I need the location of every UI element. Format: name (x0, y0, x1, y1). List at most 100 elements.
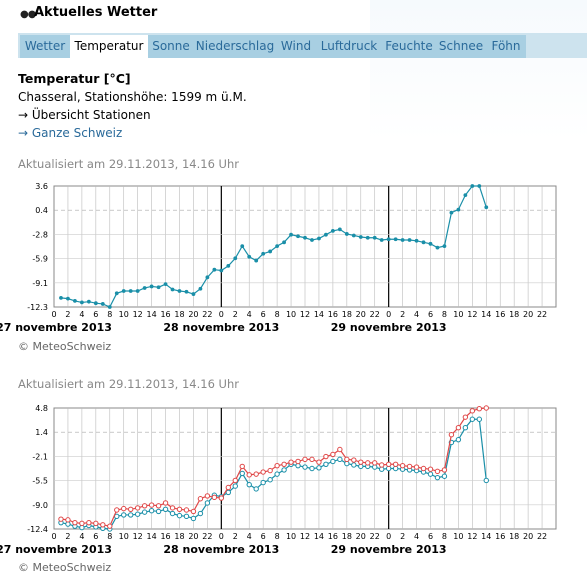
y-tick-label: -5.5 (32, 477, 48, 486)
x-tick-label: 0 (386, 310, 391, 319)
data-point (351, 457, 357, 463)
data-point (406, 463, 413, 470)
data-point (463, 193, 468, 198)
data-point (135, 289, 140, 293)
x-tick-label: 2 (400, 310, 405, 319)
x-tick-label: 18 (342, 532, 352, 541)
data-point (462, 424, 469, 431)
data-point (142, 286, 147, 290)
x-tick-label: 14 (147, 532, 157, 541)
data-point (198, 286, 203, 291)
data-point (317, 236, 321, 241)
data-point (365, 460, 371, 466)
tab-wind[interactable]: Wind (276, 35, 316, 58)
day-label: 27 novembre 2013 (0, 321, 112, 334)
data-point (330, 228, 335, 233)
x-tick-label: 20 (523, 532, 533, 541)
tab-luftdruck[interactable]: Luftdruck (316, 35, 382, 58)
data-point (260, 479, 266, 486)
data-point (107, 523, 113, 529)
day-label: 28 novembre 2013 (163, 543, 279, 556)
arrow-right-icon: → (18, 126, 32, 140)
data-point (197, 510, 204, 517)
data-point (100, 302, 105, 306)
data-point (239, 463, 245, 470)
data-point (484, 205, 489, 210)
x-tick-label: 16 (495, 532, 505, 541)
x-tick-label: 16 (495, 310, 505, 319)
tab-wetter[interactable]: Wetter (20, 35, 70, 58)
x-tick-label: 18 (174, 532, 184, 541)
data-point (191, 292, 196, 296)
link-switzerland-label: Ganze Schweiz (31, 126, 123, 140)
data-point (441, 467, 448, 473)
tab-sonne[interactable]: Sonne (148, 35, 194, 58)
tab-bar: Wetter Temperatur Sonne Niederschlag Win… (18, 33, 587, 58)
data-point (261, 251, 266, 256)
y-tick-label: -12.3 (27, 303, 48, 312)
x-tick-label: 20 (356, 532, 366, 541)
data-point (254, 258, 259, 263)
tab-feuchte[interactable]: Feuchte (382, 35, 436, 58)
data-point (316, 465, 322, 471)
data-point (324, 232, 328, 237)
page-title: Aktuelles Wetter (34, 5, 158, 20)
data-point (309, 465, 315, 472)
x-tick-label: 4 (79, 310, 84, 319)
x-tick-label: 8 (442, 310, 447, 319)
data-point (233, 256, 238, 261)
tab-foehn[interactable]: Föhn (486, 35, 526, 58)
x-tick-label: 0 (51, 310, 56, 319)
data-point (211, 494, 218, 501)
y-tick-label: 4.8 (35, 404, 48, 413)
data-point (344, 232, 349, 236)
data-point (379, 238, 384, 242)
data-point (155, 508, 162, 515)
x-tick-label: 2 (65, 532, 70, 541)
data-point (240, 244, 245, 249)
data-point (219, 268, 224, 273)
x-tick-label: 8 (275, 532, 280, 541)
link-overview[interactable]: → Übersicht Stationen (18, 106, 247, 124)
x-tick-label: 14 (147, 310, 157, 319)
data-point (365, 235, 370, 240)
data-point (141, 503, 148, 509)
data-point (295, 458, 301, 465)
data-point (141, 509, 148, 515)
data-point (281, 461, 287, 467)
x-tick-label: 22 (370, 532, 380, 541)
x-tick-label: 6 (261, 310, 266, 319)
data-point (148, 508, 155, 514)
data-point (239, 470, 245, 477)
day-label: 27 novembre 2013 (0, 543, 112, 556)
data-point (246, 472, 252, 478)
data-point (385, 461, 392, 467)
data-point (127, 506, 134, 513)
data-point (427, 471, 434, 477)
tab-temperatur[interactable]: Temperatur (70, 35, 148, 58)
data-point (309, 456, 315, 463)
x-tick-label: 16 (160, 532, 170, 541)
x-tick-label: 20 (356, 310, 366, 319)
x-tick-label: 12 (467, 310, 477, 319)
data-point (469, 416, 476, 422)
data-point (337, 227, 342, 232)
data-point (58, 516, 64, 522)
data-point (455, 424, 462, 431)
data-point (428, 241, 433, 246)
x-tick-label: 4 (247, 532, 252, 541)
data-point (351, 233, 356, 238)
data-point (79, 300, 84, 305)
data-point (169, 505, 176, 511)
data-point (128, 289, 133, 293)
page-header: ●● Aktuelles Wetter (0, 0, 587, 30)
data-point (260, 469, 266, 475)
tab-schnee[interactable]: Schnee (436, 35, 486, 58)
x-tick-label: 12 (133, 310, 143, 319)
y-tick-label: 1.4 (35, 428, 48, 437)
link-switzerland[interactable]: → Ganze Schweiz (18, 124, 247, 142)
x-tick-label: 0 (386, 532, 391, 541)
data-point (204, 500, 211, 506)
data-point (330, 451, 336, 458)
tab-niederschlag[interactable]: Niederschlag (194, 35, 276, 58)
